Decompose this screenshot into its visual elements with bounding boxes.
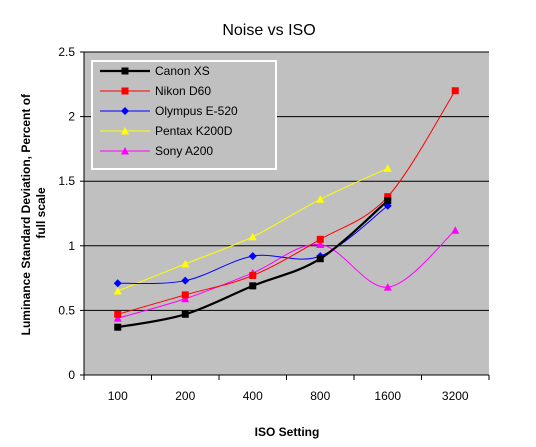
- y-tick-label: 2: [68, 110, 75, 124]
- y-tick-label: 0: [68, 368, 75, 382]
- y-axis-label: Luminance Standard Deviation, Percent of…: [19, 91, 48, 336]
- x-tick-label: 3200: [442, 389, 469, 403]
- data-point: [181, 276, 190, 285]
- y-tick-label: 0.5: [58, 303, 75, 317]
- x-axis-ticks: 100 200 400 800 1600 3200: [83, 375, 490, 403]
- legend-item-sony-a200: Sony A200: [100, 144, 213, 158]
- x-tick-label: 800: [310, 389, 330, 403]
- legend-item-canon-xs: Canon XS: [100, 64, 210, 78]
- data-point: [114, 310, 122, 318]
- data-point: [451, 226, 460, 234]
- series-olympus-e-520: [113, 201, 392, 288]
- legend-label: Canon XS: [155, 64, 210, 78]
- data-point: [384, 193, 392, 201]
- data-point: [316, 235, 324, 243]
- data-point: [113, 279, 122, 288]
- series-canon-xs: [114, 197, 392, 331]
- data-point: [384, 197, 392, 205]
- series-line: [117, 229, 456, 319]
- data-point: [113, 287, 122, 295]
- y-tick-label: 1.5: [58, 174, 75, 188]
- y-tick-label: 2.5: [58, 45, 75, 59]
- data-point: [249, 282, 257, 290]
- legend-swatch-marker: [121, 107, 129, 115]
- data-point: [316, 195, 325, 203]
- legend-item-nikon-d60: Nikon D60: [100, 84, 211, 98]
- data-point: [249, 272, 257, 280]
- series-pentax-k200d: [113, 164, 392, 295]
- x-axis-label: ISO Setting: [255, 425, 320, 439]
- legend-swatch-marker: [121, 147, 129, 155]
- data-point: [114, 323, 122, 331]
- chart-title: Noise vs ISO: [222, 22, 315, 39]
- y-axis-ticks: 0 0.5 1 1.5 2 2.5: [58, 45, 84, 382]
- x-tick-label: 400: [243, 389, 263, 403]
- legend-label: Sony A200: [155, 144, 213, 158]
- y-axis-label-line-1: Luminance Standard Deviation, Percent of: [19, 93, 33, 335]
- data-point: [181, 294, 190, 303]
- data-point: [113, 314, 122, 322]
- data-point: [451, 87, 459, 95]
- x-tick-label: 100: [108, 389, 128, 403]
- data-point: [248, 232, 257, 241]
- legend-label: Pentax K200D: [155, 124, 233, 138]
- legend-label: Nikon D60: [155, 84, 211, 98]
- y-tick-label: 1: [68, 239, 75, 253]
- data-point: [181, 310, 189, 318]
- data-point: [181, 291, 189, 299]
- data-point: [383, 283, 392, 291]
- data-point: [316, 255, 324, 263]
- legend-swatch-marker: [121, 87, 129, 95]
- legend-swatch-marker: [121, 127, 129, 135]
- legend-label: Olympus E-520: [155, 104, 238, 118]
- legend: Canon XS Nikon D60 Olympus E-520 Pentax K20…: [91, 60, 277, 170]
- legend-item-pentax-k200d: Pentax K200D: [100, 124, 233, 138]
- series-group: [113, 87, 460, 331]
- data-point: [316, 240, 325, 249]
- legend-item-olympus-e-520: Olympus E-520: [100, 104, 238, 118]
- data-point: [383, 164, 392, 172]
- y-axis-label-line-2: full scale: [34, 187, 48, 239]
- legend-swatch-marker: [121, 67, 129, 75]
- data-point: [181, 259, 190, 268]
- x-tick-label: 200: [175, 389, 195, 403]
- x-tick-label: 1600: [374, 389, 401, 403]
- series-nikon-d60: [114, 87, 459, 318]
- data-point: [248, 252, 257, 261]
